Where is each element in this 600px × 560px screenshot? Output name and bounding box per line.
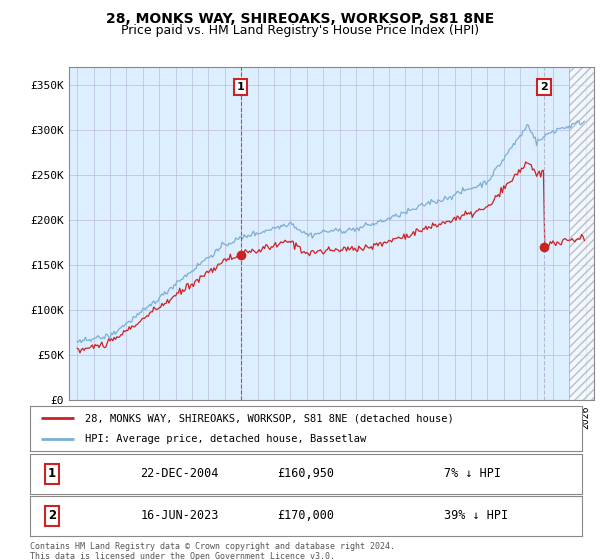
Text: £160,950: £160,950: [277, 467, 335, 480]
Text: £170,000: £170,000: [277, 509, 335, 522]
Text: 7% ↓ HPI: 7% ↓ HPI: [444, 467, 501, 480]
Text: 2: 2: [48, 509, 56, 522]
Text: 22-DEC-2004: 22-DEC-2004: [140, 467, 219, 480]
Text: Contains HM Land Registry data © Crown copyright and database right 2024.
This d: Contains HM Land Registry data © Crown c…: [30, 542, 395, 560]
Text: Price paid vs. HM Land Registry's House Price Index (HPI): Price paid vs. HM Land Registry's House …: [121, 24, 479, 37]
Text: 16-JUN-2023: 16-JUN-2023: [140, 509, 219, 522]
Bar: [569, 67, 594, 400]
Text: 28, MONKS WAY, SHIREOAKS, WORKSOP, S81 8NE (detached house): 28, MONKS WAY, SHIREOAKS, WORKSOP, S81 8…: [85, 413, 454, 423]
Text: 2: 2: [540, 82, 548, 92]
Text: 28, MONKS WAY, SHIREOAKS, WORKSOP, S81 8NE: 28, MONKS WAY, SHIREOAKS, WORKSOP, S81 8…: [106, 12, 494, 26]
Text: HPI: Average price, detached house, Bassetlaw: HPI: Average price, detached house, Bass…: [85, 433, 367, 444]
Text: 1: 1: [237, 82, 245, 92]
Text: 1: 1: [48, 467, 56, 480]
Text: 39% ↓ HPI: 39% ↓ HPI: [444, 509, 508, 522]
